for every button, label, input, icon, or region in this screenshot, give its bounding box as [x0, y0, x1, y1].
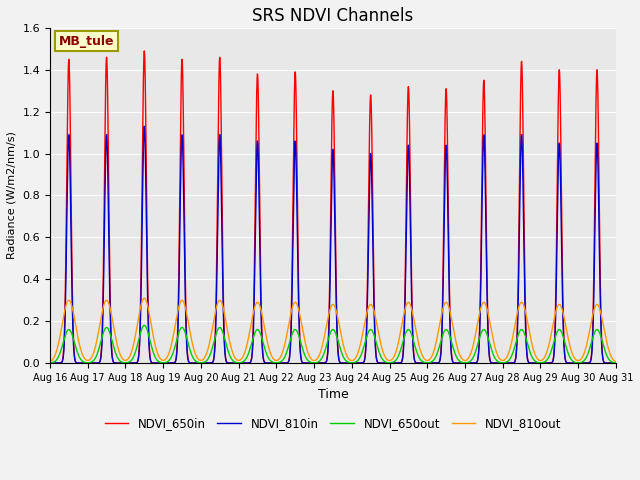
NDVI_810out [140, 295, 148, 301]
NDVI_650in [167, 360, 175, 366]
NDVI_650out [140, 323, 148, 328]
NDVI_810in [140, 123, 148, 129]
NDVI_650out [612, 360, 620, 366]
Title: SRS NDVI Channels: SRS NDVI Channels [252, 7, 413, 25]
NDVI_810out [610, 358, 618, 363]
NDVI_810out [167, 343, 175, 348]
Y-axis label: Radiance (W/m2/nm/s): Radiance (W/m2/nm/s) [7, 132, 17, 259]
NDVI_650out [258, 336, 266, 341]
NDVI_650out [46, 360, 54, 366]
NDVI_810in [46, 360, 54, 366]
Line: NDVI_650in: NDVI_650in [50, 51, 616, 363]
NDVI_810out [492, 346, 499, 352]
Line: NDVI_810in: NDVI_810in [50, 126, 616, 363]
NDVI_810in [610, 360, 618, 366]
NDVI_650in [412, 359, 419, 365]
NDVI_650out [492, 356, 499, 362]
NDVI_810out [258, 311, 266, 317]
NDVI_810in [612, 360, 620, 366]
Legend: NDVI_650in, NDVI_810in, NDVI_650out, NDVI_810out: NDVI_650in, NDVI_810in, NDVI_650out, NDV… [100, 412, 566, 435]
NDVI_810out [612, 359, 620, 365]
NDVI_810in [492, 360, 499, 366]
NDVI_650out [161, 360, 169, 365]
NDVI_810in [167, 360, 175, 366]
Line: NDVI_650out: NDVI_650out [50, 325, 616, 363]
NDVI_650out [167, 355, 175, 360]
NDVI_810out [161, 357, 169, 362]
NDVI_810out [46, 359, 54, 365]
NDVI_650in [492, 360, 499, 366]
NDVI_650out [412, 344, 419, 349]
NDVI_810in [258, 337, 266, 343]
X-axis label: Time: Time [317, 388, 348, 401]
Text: MB_tule: MB_tule [58, 35, 114, 48]
NDVI_650in [610, 360, 618, 366]
NDVI_810out [412, 323, 419, 329]
NDVI_650in [612, 360, 620, 366]
NDVI_650in [140, 48, 148, 54]
NDVI_650in [46, 360, 54, 366]
NDVI_650in [258, 330, 266, 336]
NDVI_650out [610, 360, 618, 366]
Line: NDVI_810out: NDVI_810out [50, 298, 616, 362]
NDVI_650in [161, 360, 169, 366]
NDVI_810in [161, 360, 169, 366]
NDVI_810in [412, 359, 419, 365]
